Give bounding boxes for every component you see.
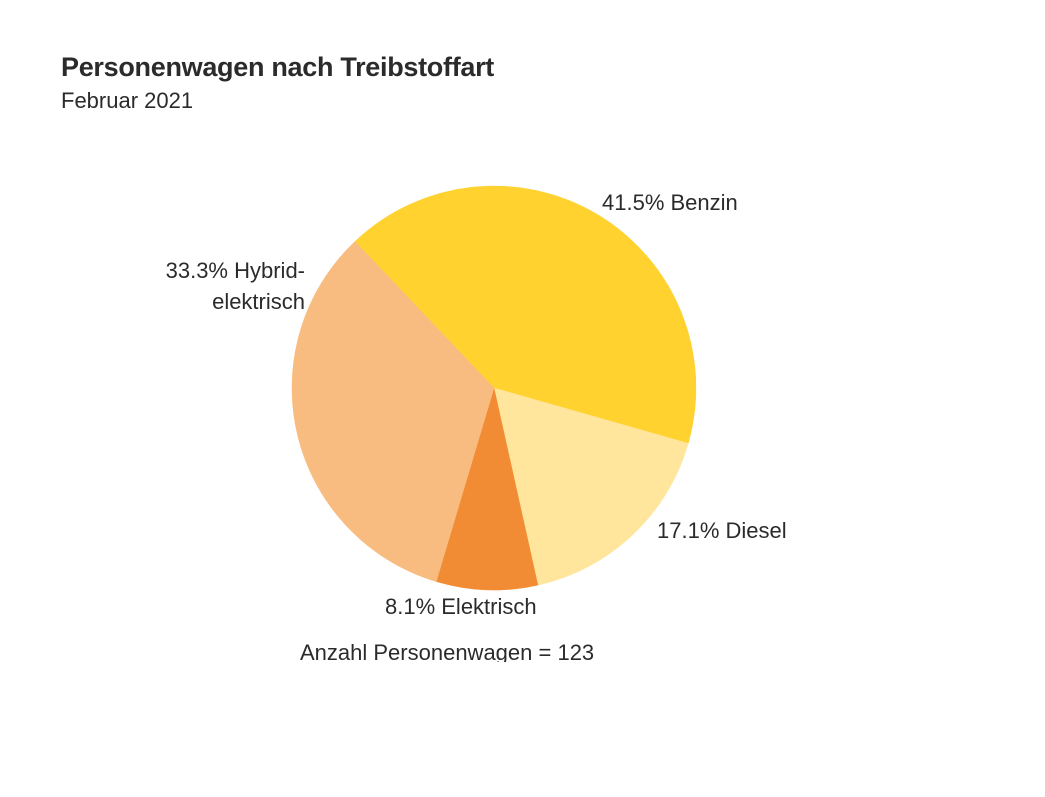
slice-label-diesel: 17.1% Diesel (657, 518, 787, 543)
slice-label-hybrid: 33.3% Hybrid- (166, 258, 305, 283)
pie-labels: 41.5% Benzin 17.1% Diesel 8.1% Elektrisch 3… (166, 190, 787, 619)
pie-slice-diesel (493, 387, 689, 586)
pie-slice-elektrisch (435, 387, 539, 591)
pie-slice-hybrid (291, 241, 495, 582)
slice-label-benzin: 41.5% Benzin (602, 190, 738, 215)
chart-title: Personenwagen nach Treibstoffart (61, 52, 494, 82)
slice-label-elektrisch: 8.1% Elektrisch (385, 594, 537, 619)
chart-subtitle: Februar 2021 (61, 88, 194, 113)
pie-slices (291, 185, 697, 591)
slice-label-hybrid-line2: elektrisch (212, 289, 305, 314)
pie-slice-benzin (354, 185, 697, 444)
